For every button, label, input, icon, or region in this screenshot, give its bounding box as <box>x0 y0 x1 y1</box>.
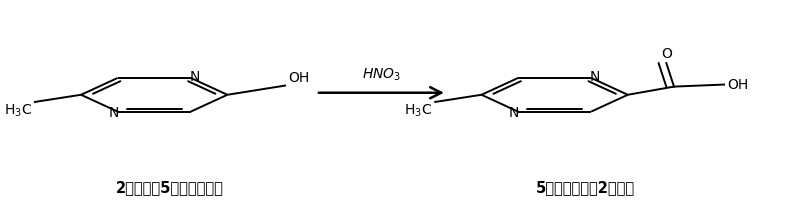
Text: H$_3$C: H$_3$C <box>4 103 32 119</box>
Text: OH: OH <box>727 77 748 92</box>
Text: O: O <box>661 47 672 61</box>
Text: 2－甲基－5－羟甲基呃尴: 2－甲基－5－羟甲基呃尴 <box>116 180 223 195</box>
Text: N: N <box>509 106 519 120</box>
Text: N: N <box>590 70 600 84</box>
Text: H$_3$C: H$_3$C <box>404 103 432 119</box>
Text: OH: OH <box>288 71 310 85</box>
Text: N: N <box>190 70 200 84</box>
Text: 5－甲基呃尴－2－缧酸: 5－甲基呃尴－2－缧酸 <box>536 180 635 195</box>
Text: N: N <box>109 106 119 120</box>
Text: HNO$_3$: HNO$_3$ <box>362 66 401 83</box>
